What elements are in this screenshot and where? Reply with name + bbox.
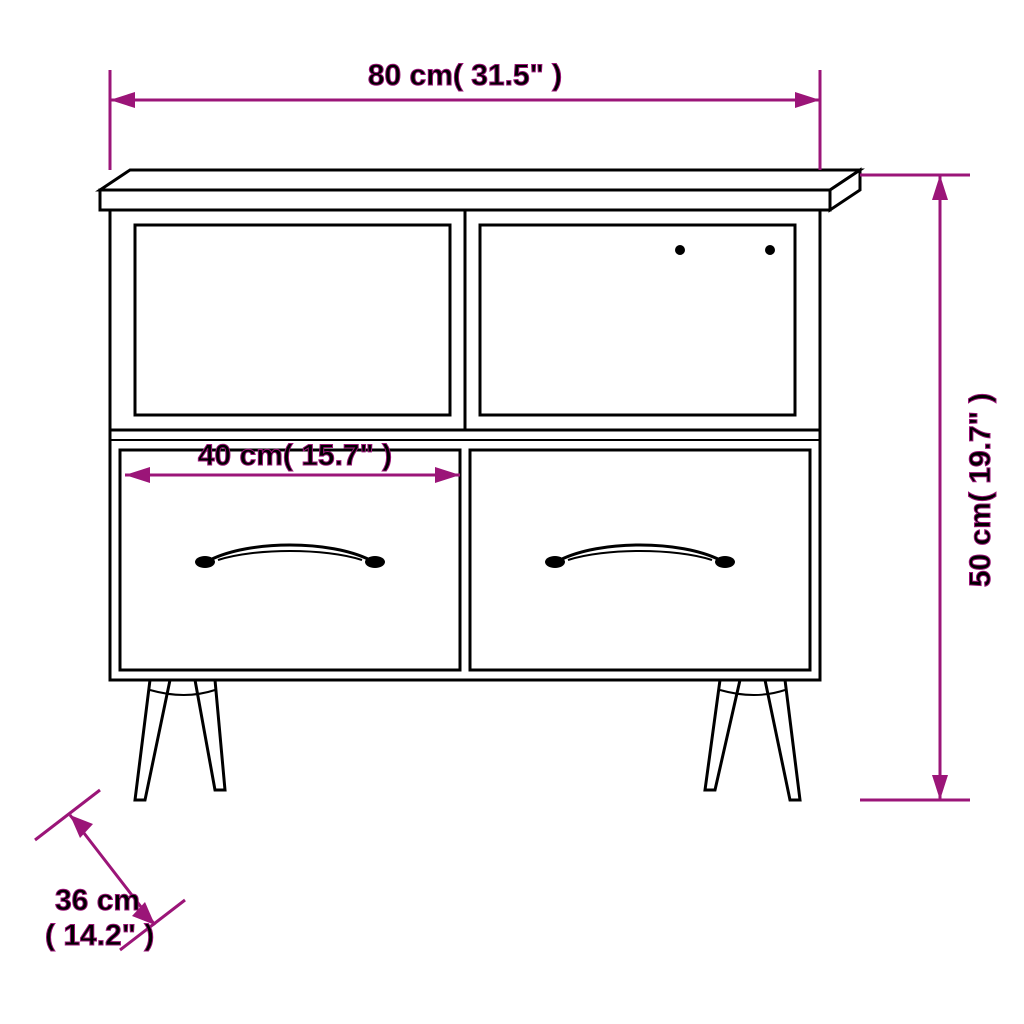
cabinet-drawing: [100, 170, 860, 800]
dim-drawer-label: 40 cm( 15.7" ): [198, 439, 392, 472]
dim-depth-label-line1: 36 cm: [55, 884, 140, 917]
dim-depth-label-line2: ( 14.2" ): [45, 919, 154, 952]
cabinet-legs: [135, 680, 800, 800]
dim-width-label: 80 cm( 31.5" ): [368, 59, 562, 92]
dim-height-label: 50 cm( 19.7" ): [964, 393, 997, 587]
dim-depth: 36 cm ( 14.2" ): [35, 790, 185, 952]
dim-width: 80 cm( 31.5" ): [110, 59, 820, 170]
dim-height: 50 cm( 19.7" ): [860, 175, 997, 800]
